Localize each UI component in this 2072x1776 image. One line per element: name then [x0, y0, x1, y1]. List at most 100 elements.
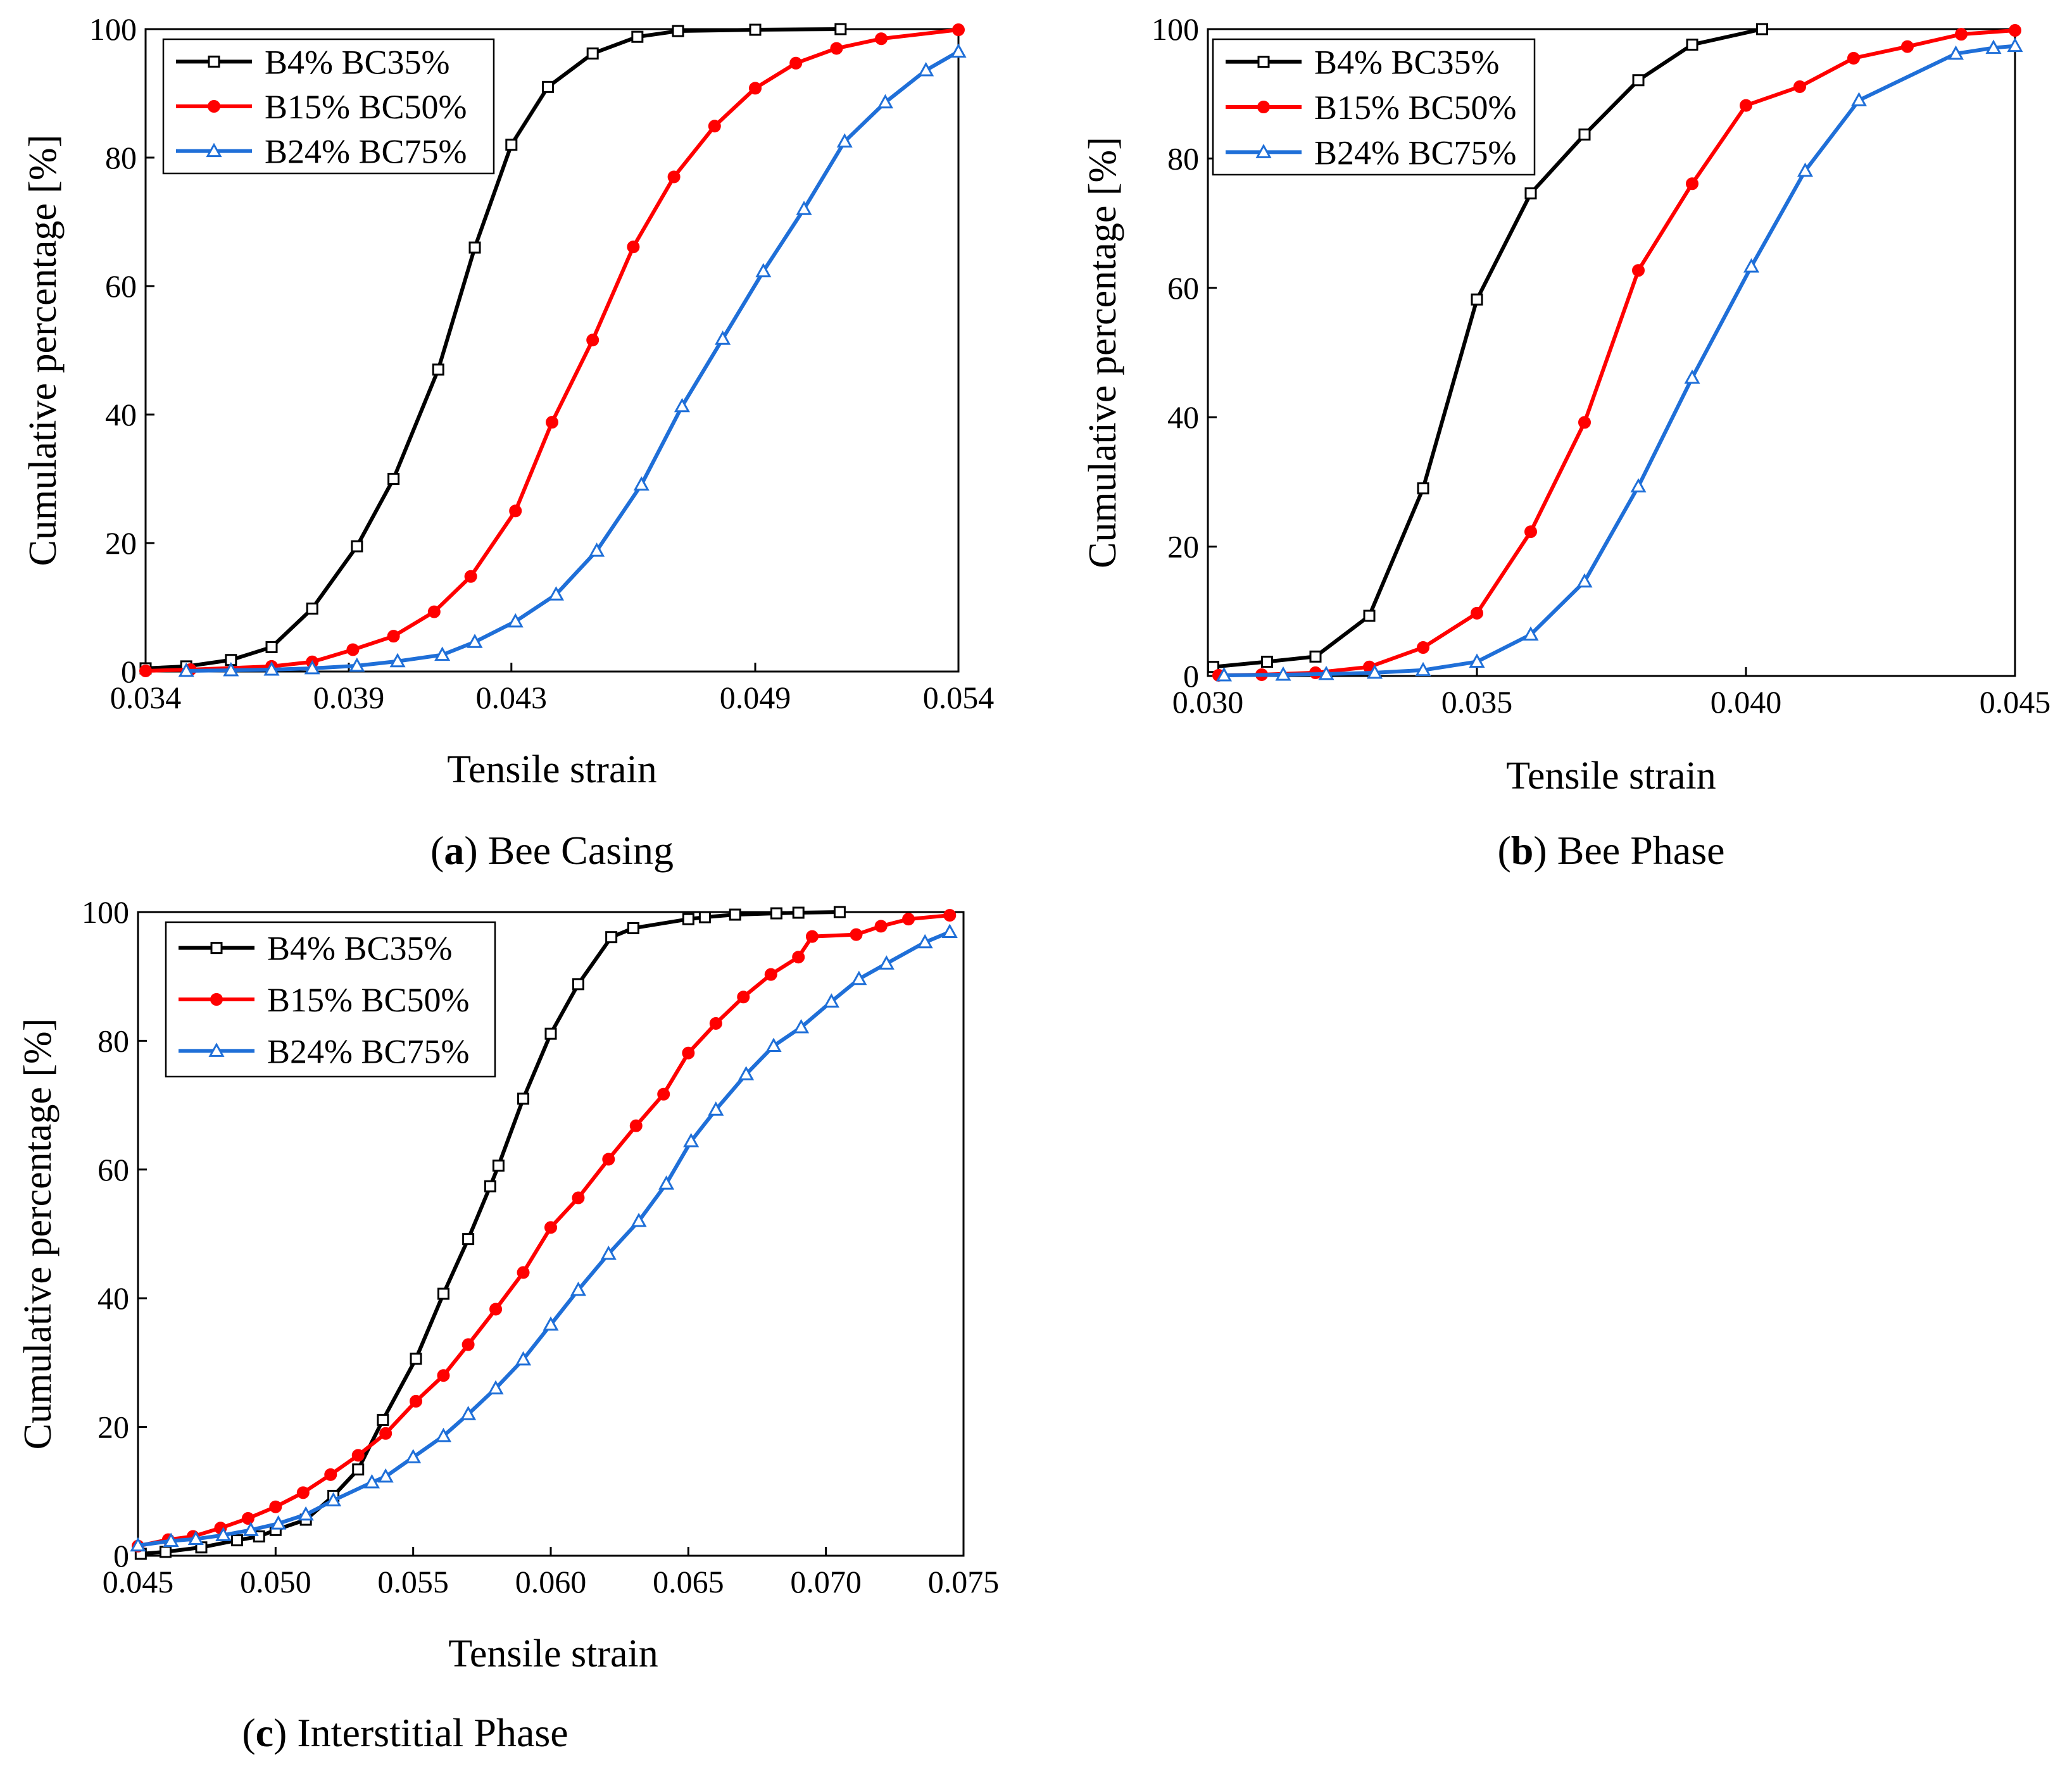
- data-point: [952, 23, 965, 37]
- data-point: [223, 661, 239, 677]
- panel-caption: (a) Bee Casing: [430, 828, 674, 873]
- data-point: [187, 1530, 204, 1546]
- y-tick-label: 100: [89, 11, 137, 47]
- data-point: [917, 934, 933, 949]
- legend-item: B4% BC35%: [176, 43, 450, 81]
- x-tick-label: 0.050: [240, 1564, 311, 1599]
- x-tick-label: 0.055: [377, 1564, 449, 1599]
- data-point: [1985, 39, 2002, 54]
- panel-b-bee-phase: 0.030 0.035 0.040 0.045 0 20 40 60 80 100 B4% BC3…: [1081, 11, 2050, 873]
- data-point: [434, 646, 451, 661]
- panel-c-interstitial-phase: 0.045 0.050 0.055 0.060 0.065 0.070 0.075 0 20 40…: [16, 894, 999, 1755]
- data-point: [387, 630, 400, 643]
- x-axis-label: Tensile strain: [447, 748, 656, 791]
- data-point: [1743, 258, 1760, 273]
- data-point: [902, 913, 915, 926]
- data-point: [629, 1119, 643, 1132]
- x-tick-label: 0.043: [476, 680, 548, 715]
- data-point: [306, 603, 318, 615]
- data-point: [437, 1287, 449, 1300]
- data-point: [324, 1468, 337, 1481]
- data-point: [834, 23, 847, 35]
- data-point: [410, 1353, 422, 1365]
- data-point: [765, 1037, 782, 1053]
- data-point: [674, 397, 690, 413]
- data-point: [544, 1221, 557, 1234]
- panel-a-bee-casing: 0.034 0.039 0.043 0.049 0.054 0 20 40 60 80 100 B4…: [22, 11, 994, 873]
- data-point: [467, 634, 483, 648]
- data-point: [627, 922, 639, 934]
- data-point: [570, 1281, 587, 1296]
- data-point: [1740, 99, 1752, 112]
- legend: B4% BC35% B15% BC50% B24% BC75%: [1212, 38, 1536, 176]
- panel-letter: a: [444, 828, 464, 873]
- data-point: [1686, 39, 1698, 51]
- data-point: [1523, 626, 1539, 641]
- data-point: [631, 1213, 647, 1227]
- x-axis-label: Tensile strain: [448, 1632, 658, 1675]
- data-point: [627, 241, 640, 254]
- data-point: [349, 657, 365, 672]
- x-axis-label: Tensile strain: [1506, 754, 1716, 797]
- series-line: [1224, 44, 2016, 677]
- panel-title: Bee Phase: [1557, 828, 1725, 873]
- data-point: [878, 955, 895, 970]
- x-tick-label: 0.040: [1711, 684, 1782, 720]
- data-point: [950, 43, 967, 58]
- data-point: [749, 82, 762, 95]
- data-point: [427, 605, 441, 618]
- legend-item: B24% BC75%: [176, 133, 467, 171]
- legend-label: B24% BC75%: [265, 133, 467, 171]
- legend-marker: [1255, 144, 1272, 158]
- data-point: [1471, 606, 1483, 620]
- data-point: [1578, 416, 1591, 429]
- data-point: [460, 1406, 477, 1420]
- data-point: [215, 1527, 232, 1541]
- data-point: [1797, 162, 1814, 177]
- y-tick-label: 60: [1167, 270, 1199, 306]
- data-point: [298, 1506, 314, 1521]
- data-point: [515, 1351, 532, 1366]
- data-point: [1417, 482, 1429, 495]
- data-point: [269, 1500, 282, 1513]
- data-point: [874, 920, 888, 933]
- data-point: [489, 1303, 503, 1316]
- x-tick-label: 0.065: [653, 1564, 724, 1599]
- data-point: [1417, 641, 1429, 654]
- legend-item: B4% BC35%: [179, 930, 453, 968]
- data-point: [708, 120, 721, 133]
- data-point: [387, 473, 400, 485]
- data-point: [749, 23, 762, 36]
- series-line: [1218, 28, 2016, 677]
- series-3: [130, 923, 958, 1552]
- y-tick-label: 40: [1167, 399, 1199, 435]
- legend-label: B4% BC35%: [267, 930, 453, 968]
- data-point: [1756, 23, 1768, 35]
- data-point: [1632, 264, 1645, 277]
- axis-ticks: 0.030 0.035 0.040 0.045 0 20 40 60 80 100: [1152, 11, 2050, 720]
- data-point: [546, 416, 558, 429]
- data-point: [1632, 74, 1645, 87]
- x-tick-label: 0.075: [928, 1564, 1000, 1599]
- data-point: [764, 968, 777, 981]
- data-point: [755, 263, 772, 278]
- y-tick-label: 0: [121, 654, 137, 689]
- data-point: [789, 56, 803, 70]
- data-point: [833, 906, 846, 918]
- data-point: [1207, 661, 1219, 673]
- legend-item: B4% BC35%: [1226, 44, 1500, 82]
- data-point: [836, 133, 853, 148]
- data-point: [352, 1463, 365, 1476]
- data-point: [1955, 28, 1968, 41]
- data-point: [1309, 650, 1322, 663]
- data-point: [437, 1369, 450, 1382]
- data-point: [698, 911, 711, 923]
- panel-caption: (b) Bee Phase: [1497, 828, 1724, 873]
- data-point: [377, 1468, 394, 1483]
- data-point: [633, 476, 650, 491]
- legend-item: B24% BC75%: [179, 1032, 470, 1070]
- data-point: [1215, 666, 1233, 682]
- legend-label: B15% BC50%: [267, 981, 470, 1019]
- y-tick-label: 80: [1167, 141, 1199, 176]
